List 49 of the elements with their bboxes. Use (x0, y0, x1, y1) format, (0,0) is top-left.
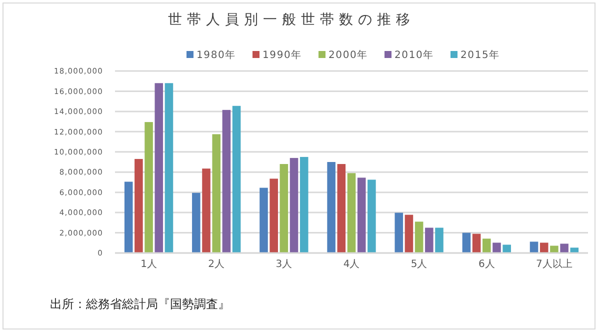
bar (472, 234, 481, 253)
bar (327, 162, 336, 253)
bar (502, 244, 511, 253)
legend-label: 1990年 (262, 49, 302, 61)
bar (337, 164, 346, 253)
x-tick-label: 3人 (276, 259, 292, 270)
x-tick-label: 6人 (478, 259, 495, 270)
bar (570, 248, 579, 253)
bar (425, 228, 434, 253)
x-tick-label: 1人 (140, 259, 157, 270)
bar (290, 158, 298, 253)
x-tick-label: 7人以上 (536, 258, 572, 270)
bar (357, 178, 366, 253)
bar (144, 122, 153, 253)
text: 出所：総務省総計局『国勢調査』 (50, 297, 230, 311)
bar (134, 158, 143, 253)
legend-label: 2015年 (460, 49, 500, 61)
bar (164, 83, 174, 253)
x-tick-label: 5人 (410, 259, 428, 270)
bar (482, 238, 491, 253)
bar (222, 110, 231, 253)
bar (347, 173, 356, 253)
bar (530, 242, 538, 253)
bar (550, 246, 558, 253)
bar (404, 214, 414, 253)
bar (154, 83, 164, 253)
bar (435, 228, 444, 253)
bar (124, 182, 133, 253)
bar (414, 222, 424, 253)
bar (560, 244, 568, 253)
bar (260, 188, 268, 253)
x-tick-label: 4人 (343, 259, 360, 270)
bar (492, 242, 501, 253)
bar (202, 168, 210, 253)
bar (300, 156, 308, 253)
legend-label: 2000年 (328, 49, 368, 61)
bar (192, 192, 200, 253)
legend-label: 1980年 (196, 49, 236, 61)
chart-title: 世帯人員別一般世帯数の推移 (168, 12, 415, 28)
bar (368, 180, 376, 253)
bar (212, 134, 220, 253)
bar (462, 232, 471, 253)
bar (270, 178, 278, 253)
legend-label: 2010年 (394, 49, 434, 61)
bar (540, 242, 548, 253)
bar (394, 212, 404, 253)
x-tick-label: 2人 (208, 259, 225, 270)
bar (280, 164, 288, 253)
bar (232, 106, 241, 253)
